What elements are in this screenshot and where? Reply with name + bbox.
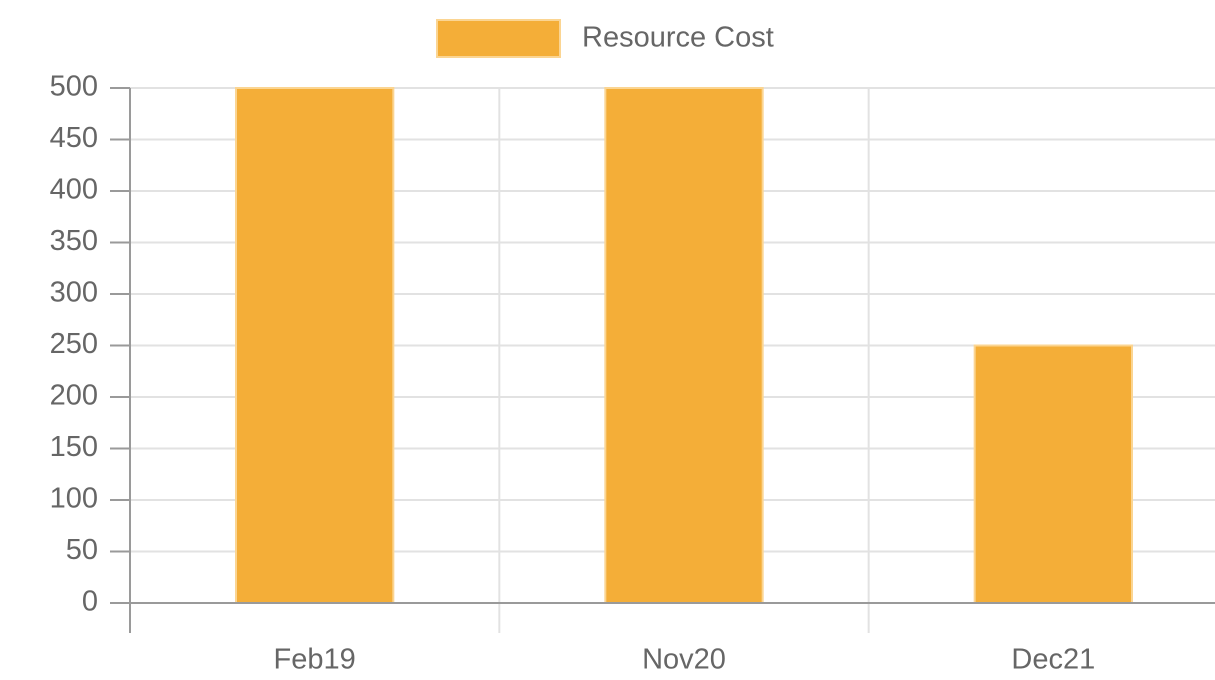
y-tick-label: 100 [50,483,98,515]
bar [604,87,764,604]
x-tick-label: Nov20 [642,644,726,676]
y-tick-label: 0 [82,586,98,618]
legend-label: Resource Cost [582,22,774,54]
y-tick-label: 50 [66,534,98,566]
x-tick-label: Dec21 [1011,644,1095,676]
y-tick-label: 450 [50,122,98,154]
y-tick-label: 500 [50,71,98,103]
y-tick-label: 300 [50,277,98,309]
y-tick-label: 400 [50,174,98,206]
y-tick-label: 200 [50,380,98,412]
y-tick-label: 350 [50,225,98,257]
y-tick-label: 250 [50,328,98,360]
y-tick-label: 150 [50,431,98,463]
legend-swatch [436,19,561,58]
bar [973,344,1134,604]
x-tick-label: Feb19 [274,644,356,676]
bar [234,87,395,604]
